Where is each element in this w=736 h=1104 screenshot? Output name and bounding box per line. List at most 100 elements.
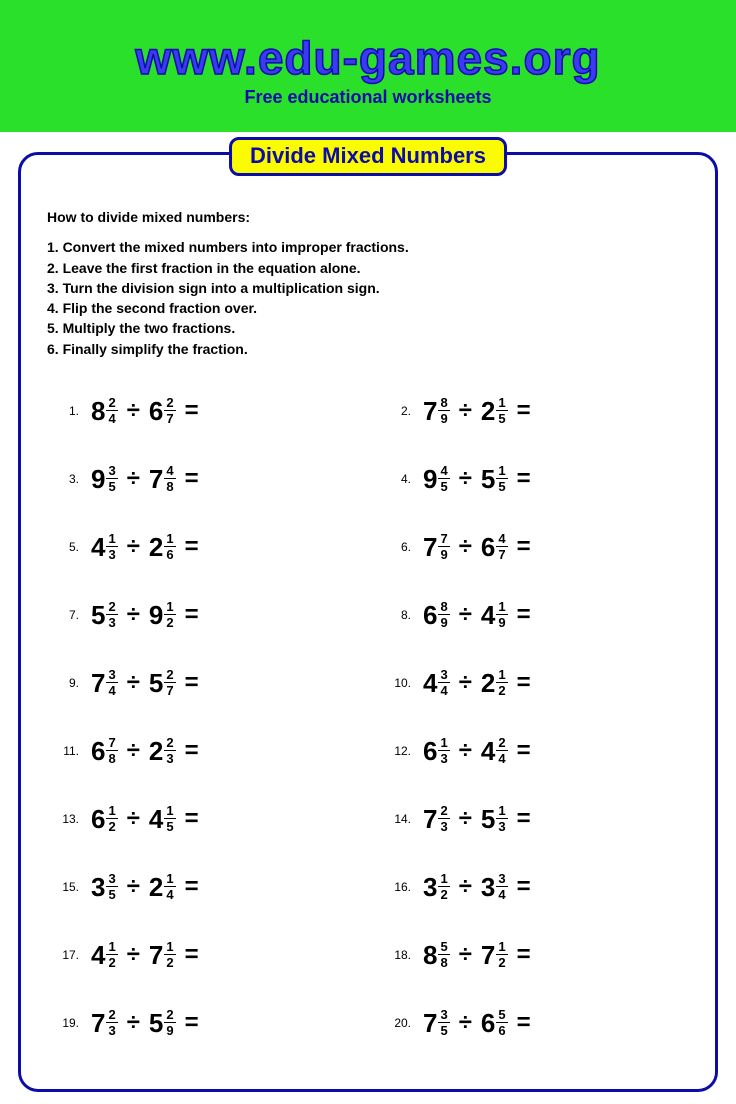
whole-part: 7 xyxy=(91,668,105,699)
mixed-number-a: 824 xyxy=(91,396,118,427)
problem-row: 19.723÷529= xyxy=(51,1003,353,1043)
denominator: 3 xyxy=(438,750,449,765)
mixed-number-a: 523 xyxy=(91,600,118,631)
mixed-number-a: 335 xyxy=(91,872,118,903)
whole-part: 6 xyxy=(423,600,437,631)
problem-row: 7.523÷912= xyxy=(51,595,353,635)
problem-number: 12. xyxy=(383,744,411,758)
instruction-step: 2. Leave the first fraction in the equat… xyxy=(47,258,689,278)
divide-operator: ÷ xyxy=(459,669,472,697)
numerator: 2 xyxy=(164,396,175,410)
mixed-number-a: 735 xyxy=(423,1008,450,1039)
denominator: 5 xyxy=(164,818,175,833)
denominator: 6 xyxy=(496,1022,507,1037)
divide-operator: ÷ xyxy=(127,397,140,425)
problem-expression: 734÷527= xyxy=(89,668,199,699)
instruction-step: 6. Finally simplify the fraction. xyxy=(47,339,689,359)
problem-number: 5. xyxy=(51,540,79,554)
numerator: 8 xyxy=(438,396,449,410)
problem-expression: 723÷513= xyxy=(421,804,531,835)
numerator: 2 xyxy=(106,600,117,614)
site-url: www.edu-games.org xyxy=(135,31,600,85)
denominator: 2 xyxy=(164,614,175,629)
problem-row: 6.779÷647= xyxy=(383,527,685,567)
problems-grid: 1.824÷627=2.789÷215=3.935÷748=4.945÷515=… xyxy=(47,391,689,1043)
whole-part: 5 xyxy=(149,1008,163,1039)
problem-expression: 779÷647= xyxy=(421,532,531,563)
fraction-part: 48 xyxy=(164,464,175,493)
mixed-number-b: 419 xyxy=(481,600,508,631)
fraction-part: 23 xyxy=(106,600,117,629)
mixed-number-b: 223 xyxy=(149,736,176,767)
fraction-part: 45 xyxy=(438,464,449,493)
fraction-part: 19 xyxy=(496,600,507,629)
denominator: 3 xyxy=(106,614,117,629)
problem-number: 11. xyxy=(51,744,79,758)
divide-operator: ÷ xyxy=(459,533,472,561)
denominator: 4 xyxy=(496,750,507,765)
whole-part: 7 xyxy=(423,396,437,427)
denominator: 2 xyxy=(438,886,449,901)
mixed-number-a: 935 xyxy=(91,464,118,495)
denominator: 5 xyxy=(496,478,507,493)
whole-part: 2 xyxy=(481,396,495,427)
divide-operator: ÷ xyxy=(459,465,472,493)
fraction-part: 13 xyxy=(496,804,507,833)
denominator: 7 xyxy=(164,410,175,425)
problem-expression: 678÷223= xyxy=(89,736,199,767)
problem-expression: 335÷214= xyxy=(89,872,199,903)
denominator: 2 xyxy=(164,954,175,969)
fraction-part: 15 xyxy=(496,464,507,493)
fraction-part: 12 xyxy=(496,668,507,697)
numerator: 2 xyxy=(164,736,175,750)
denominator: 5 xyxy=(438,478,449,493)
equals-sign: = xyxy=(185,805,199,833)
numerator: 1 xyxy=(438,736,449,750)
fraction-part: 35 xyxy=(106,872,117,901)
mixed-number-b: 212 xyxy=(481,668,508,699)
whole-part: 7 xyxy=(149,464,163,495)
fraction-part: 23 xyxy=(106,1008,117,1037)
fraction-part: 12 xyxy=(438,872,449,901)
fraction-part: 89 xyxy=(438,396,449,425)
numerator: 1 xyxy=(496,940,507,954)
numerator: 1 xyxy=(164,940,175,954)
mixed-number-b: 656 xyxy=(481,1008,508,1039)
fraction-part: 79 xyxy=(438,532,449,561)
divide-operator: ÷ xyxy=(459,737,472,765)
mixed-number-b: 334 xyxy=(481,872,508,903)
mixed-number-b: 216 xyxy=(149,532,176,563)
problem-expression: 434÷212= xyxy=(421,668,531,699)
whole-part: 7 xyxy=(423,804,437,835)
problem-row: 10.434÷212= xyxy=(383,663,685,703)
whole-part: 3 xyxy=(423,872,437,903)
mixed-number-a: 678 xyxy=(91,736,118,767)
problem-row: 12.613÷424= xyxy=(383,731,685,771)
whole-part: 4 xyxy=(91,532,105,563)
numerator: 3 xyxy=(438,668,449,682)
problem-row: 3.935÷748= xyxy=(51,459,353,499)
fraction-part: 23 xyxy=(164,736,175,765)
denominator: 2 xyxy=(496,682,507,697)
numerator: 7 xyxy=(438,532,449,546)
fraction-part: 27 xyxy=(164,396,175,425)
fraction-part: 47 xyxy=(496,532,507,561)
denominator: 5 xyxy=(106,478,117,493)
whole-part: 4 xyxy=(149,804,163,835)
mixed-number-b: 424 xyxy=(481,736,508,767)
mixed-number-b: 748 xyxy=(149,464,176,495)
mixed-number-a: 723 xyxy=(423,804,450,835)
numerator: 1 xyxy=(106,532,117,546)
denominator: 9 xyxy=(438,410,449,425)
divide-operator: ÷ xyxy=(459,941,472,969)
equals-sign: = xyxy=(517,533,531,561)
denominator: 5 xyxy=(438,1022,449,1037)
whole-part: 6 xyxy=(149,396,163,427)
equals-sign: = xyxy=(517,601,531,629)
fraction-part: 24 xyxy=(496,736,507,765)
divide-operator: ÷ xyxy=(127,737,140,765)
problem-number: 13. xyxy=(51,812,79,826)
equals-sign: = xyxy=(185,601,199,629)
numerator: 3 xyxy=(438,1008,449,1022)
problem-number: 17. xyxy=(51,948,79,962)
